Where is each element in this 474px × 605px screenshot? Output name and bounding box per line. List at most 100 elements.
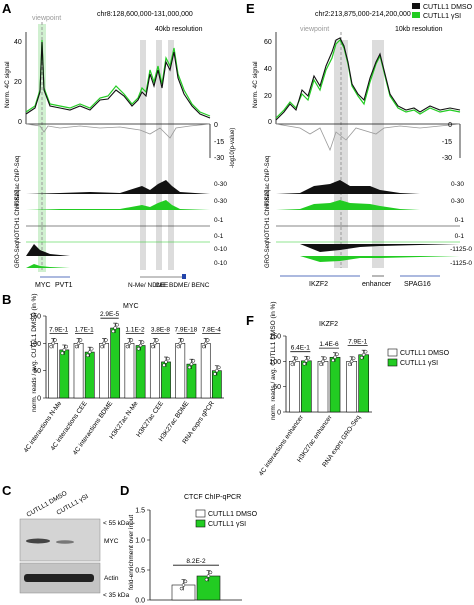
panel-e-highlight-enhancer xyxy=(372,40,384,268)
p-value-label: 7.8E-4 xyxy=(202,326,222,333)
replicate-dot xyxy=(176,344,181,349)
replicate-dot xyxy=(155,338,159,342)
bar-gsi xyxy=(329,356,341,413)
panel-a-viewpoint-label: viewpoint xyxy=(32,15,61,22)
p-value-label: 7.9E-1 xyxy=(49,326,69,333)
bar-dmso xyxy=(346,361,357,413)
panel-a-highlight-bdme xyxy=(168,40,174,270)
replicate-dot xyxy=(349,359,354,364)
replicate-dot xyxy=(136,347,141,351)
panel-a-4c-dmso-line xyxy=(25,41,211,119)
panel-a-letter: A xyxy=(2,1,12,16)
category-label: 4C interactions enhancer xyxy=(258,413,306,477)
bar-gsi xyxy=(59,349,70,399)
panel-b-letter: B xyxy=(2,292,11,307)
replicate-dot xyxy=(162,363,166,367)
replicate-dot xyxy=(306,356,311,360)
panel-e: E viewpoint chr2:213,875,000-214,200,000… xyxy=(246,1,472,288)
panel-a-track-groseq-dmso xyxy=(26,244,210,256)
panel-e-gene-enhancer: enhancer xyxy=(362,281,392,288)
replicate-dot xyxy=(166,356,170,361)
panel-e-track-h3k27ac-gsi xyxy=(276,200,460,210)
panel-a-ytick-0: 0 xyxy=(18,119,22,126)
bar-gsi xyxy=(186,363,197,399)
panel-e-gene-ikzf2: IKZF2 xyxy=(309,281,328,288)
panel-c-band-actin xyxy=(24,574,94,582)
panel-d-legend-gsi-swatch xyxy=(195,519,206,528)
legend-gsi-label: CUTLL1 γSI xyxy=(423,13,461,20)
panel-e-ytick-60: 60 xyxy=(264,39,272,46)
panel-e-track-groseq-dmso xyxy=(276,244,460,252)
panel-e-track-label-notch1: NOTCH1 ChIP-Seq xyxy=(265,190,271,242)
replicate-dot xyxy=(60,351,65,355)
bar-gsi xyxy=(301,360,312,413)
replicate-dot xyxy=(321,359,325,364)
panel-e-range-1: 0-30 xyxy=(451,198,464,205)
y-tick-label: 100 xyxy=(29,341,41,348)
p-value-label: 3.8E-8 xyxy=(151,326,171,333)
panel-e-track-label-groseq: GRO-Seq xyxy=(265,242,271,268)
replicate-dot xyxy=(319,362,323,367)
p-value-label: 7.9E-1 xyxy=(348,339,368,346)
replicate-dot xyxy=(76,341,81,346)
panel-d-letter: D xyxy=(120,483,129,498)
panel-a-gene-pvt1: PVT1 xyxy=(55,282,73,289)
bar-dmso xyxy=(288,361,300,413)
replicate-dot xyxy=(189,362,194,366)
replicate-dot xyxy=(181,583,186,587)
panel-e-track-label-h3k27ac: H3K27ac ChIP-Seq xyxy=(265,156,271,208)
replicate-dot xyxy=(153,341,157,346)
y-tick-label: 0 xyxy=(37,396,41,403)
panel-a-highlight-nme xyxy=(140,40,146,270)
panel-b-ylabel: norm. reads / avg. CUTLL1 DMSO (in %) xyxy=(31,294,38,412)
replicate-dot xyxy=(217,365,221,370)
panel-a-annotation-marker xyxy=(182,274,186,279)
replicate-dot xyxy=(151,344,155,349)
panel-a-track-label-groseq: GRO-Seq xyxy=(15,242,21,268)
replicate-dot xyxy=(178,341,183,346)
panel-a-gene-myc: MYC xyxy=(35,282,51,289)
y-tick-label: 50 xyxy=(273,384,281,391)
panel-a-pvalue-line xyxy=(25,123,211,139)
replicate-dot xyxy=(304,359,309,363)
replicate-dot xyxy=(138,343,143,348)
panel-a-resolution: 40kb resolution xyxy=(155,26,203,33)
replicate-dot xyxy=(203,341,208,346)
legend-dmso-label: CUTLL1 DMSO xyxy=(423,4,473,11)
panel-a-track-label-notch1: NOTCH1 ChIP-Seq xyxy=(15,190,21,242)
replicate-dot xyxy=(205,338,210,342)
replicate-dot xyxy=(183,579,188,584)
panel-a-range-1: 0-30 xyxy=(214,198,227,205)
replicate-dot xyxy=(179,586,184,591)
replicate-dot xyxy=(89,347,94,351)
replicate-dot xyxy=(102,341,106,346)
panel-e-ptick-0: 0 xyxy=(448,122,452,129)
replicate-dot xyxy=(215,368,219,373)
replicate-dot xyxy=(363,349,368,354)
replicate-dot xyxy=(78,338,83,342)
replicate-dot xyxy=(62,348,67,352)
bar-gsi xyxy=(358,354,369,413)
replicate-dot xyxy=(64,344,69,349)
legend-gsi-swatch xyxy=(412,12,420,18)
replicate-dot xyxy=(187,365,192,370)
panel-f-legend-dmso-swatch xyxy=(387,348,398,357)
replicate-dot xyxy=(359,356,364,360)
panel-a-range-2: 0-1 xyxy=(214,217,224,224)
panel-b-gene: MYC xyxy=(123,303,139,310)
panel-e-ylabel: Norm. 4C signal xyxy=(252,61,259,108)
panel-a-ytick-40: 40 xyxy=(14,39,22,46)
panel-e-pvalue-line xyxy=(275,123,461,152)
replicate-dot xyxy=(361,352,366,357)
replicate-dot xyxy=(104,338,108,342)
panel-e-gene-spag16: SPAG16 xyxy=(404,281,431,288)
chart-d: 0.0 0.5 1.0 1.5 8.2E-2 xyxy=(135,508,242,605)
panel-e-ytick-0: 0 xyxy=(268,119,272,126)
replicate-dot xyxy=(87,350,92,354)
panel-f-gene: IKZF2 xyxy=(319,321,338,328)
panel-c-label-myc: MYC xyxy=(104,538,119,545)
panel-e-range-3: 0-1 xyxy=(455,233,465,240)
replicate-dot xyxy=(323,356,327,361)
panel-e-ptick-15: -15 xyxy=(442,139,452,146)
replicate-dot xyxy=(164,360,168,364)
